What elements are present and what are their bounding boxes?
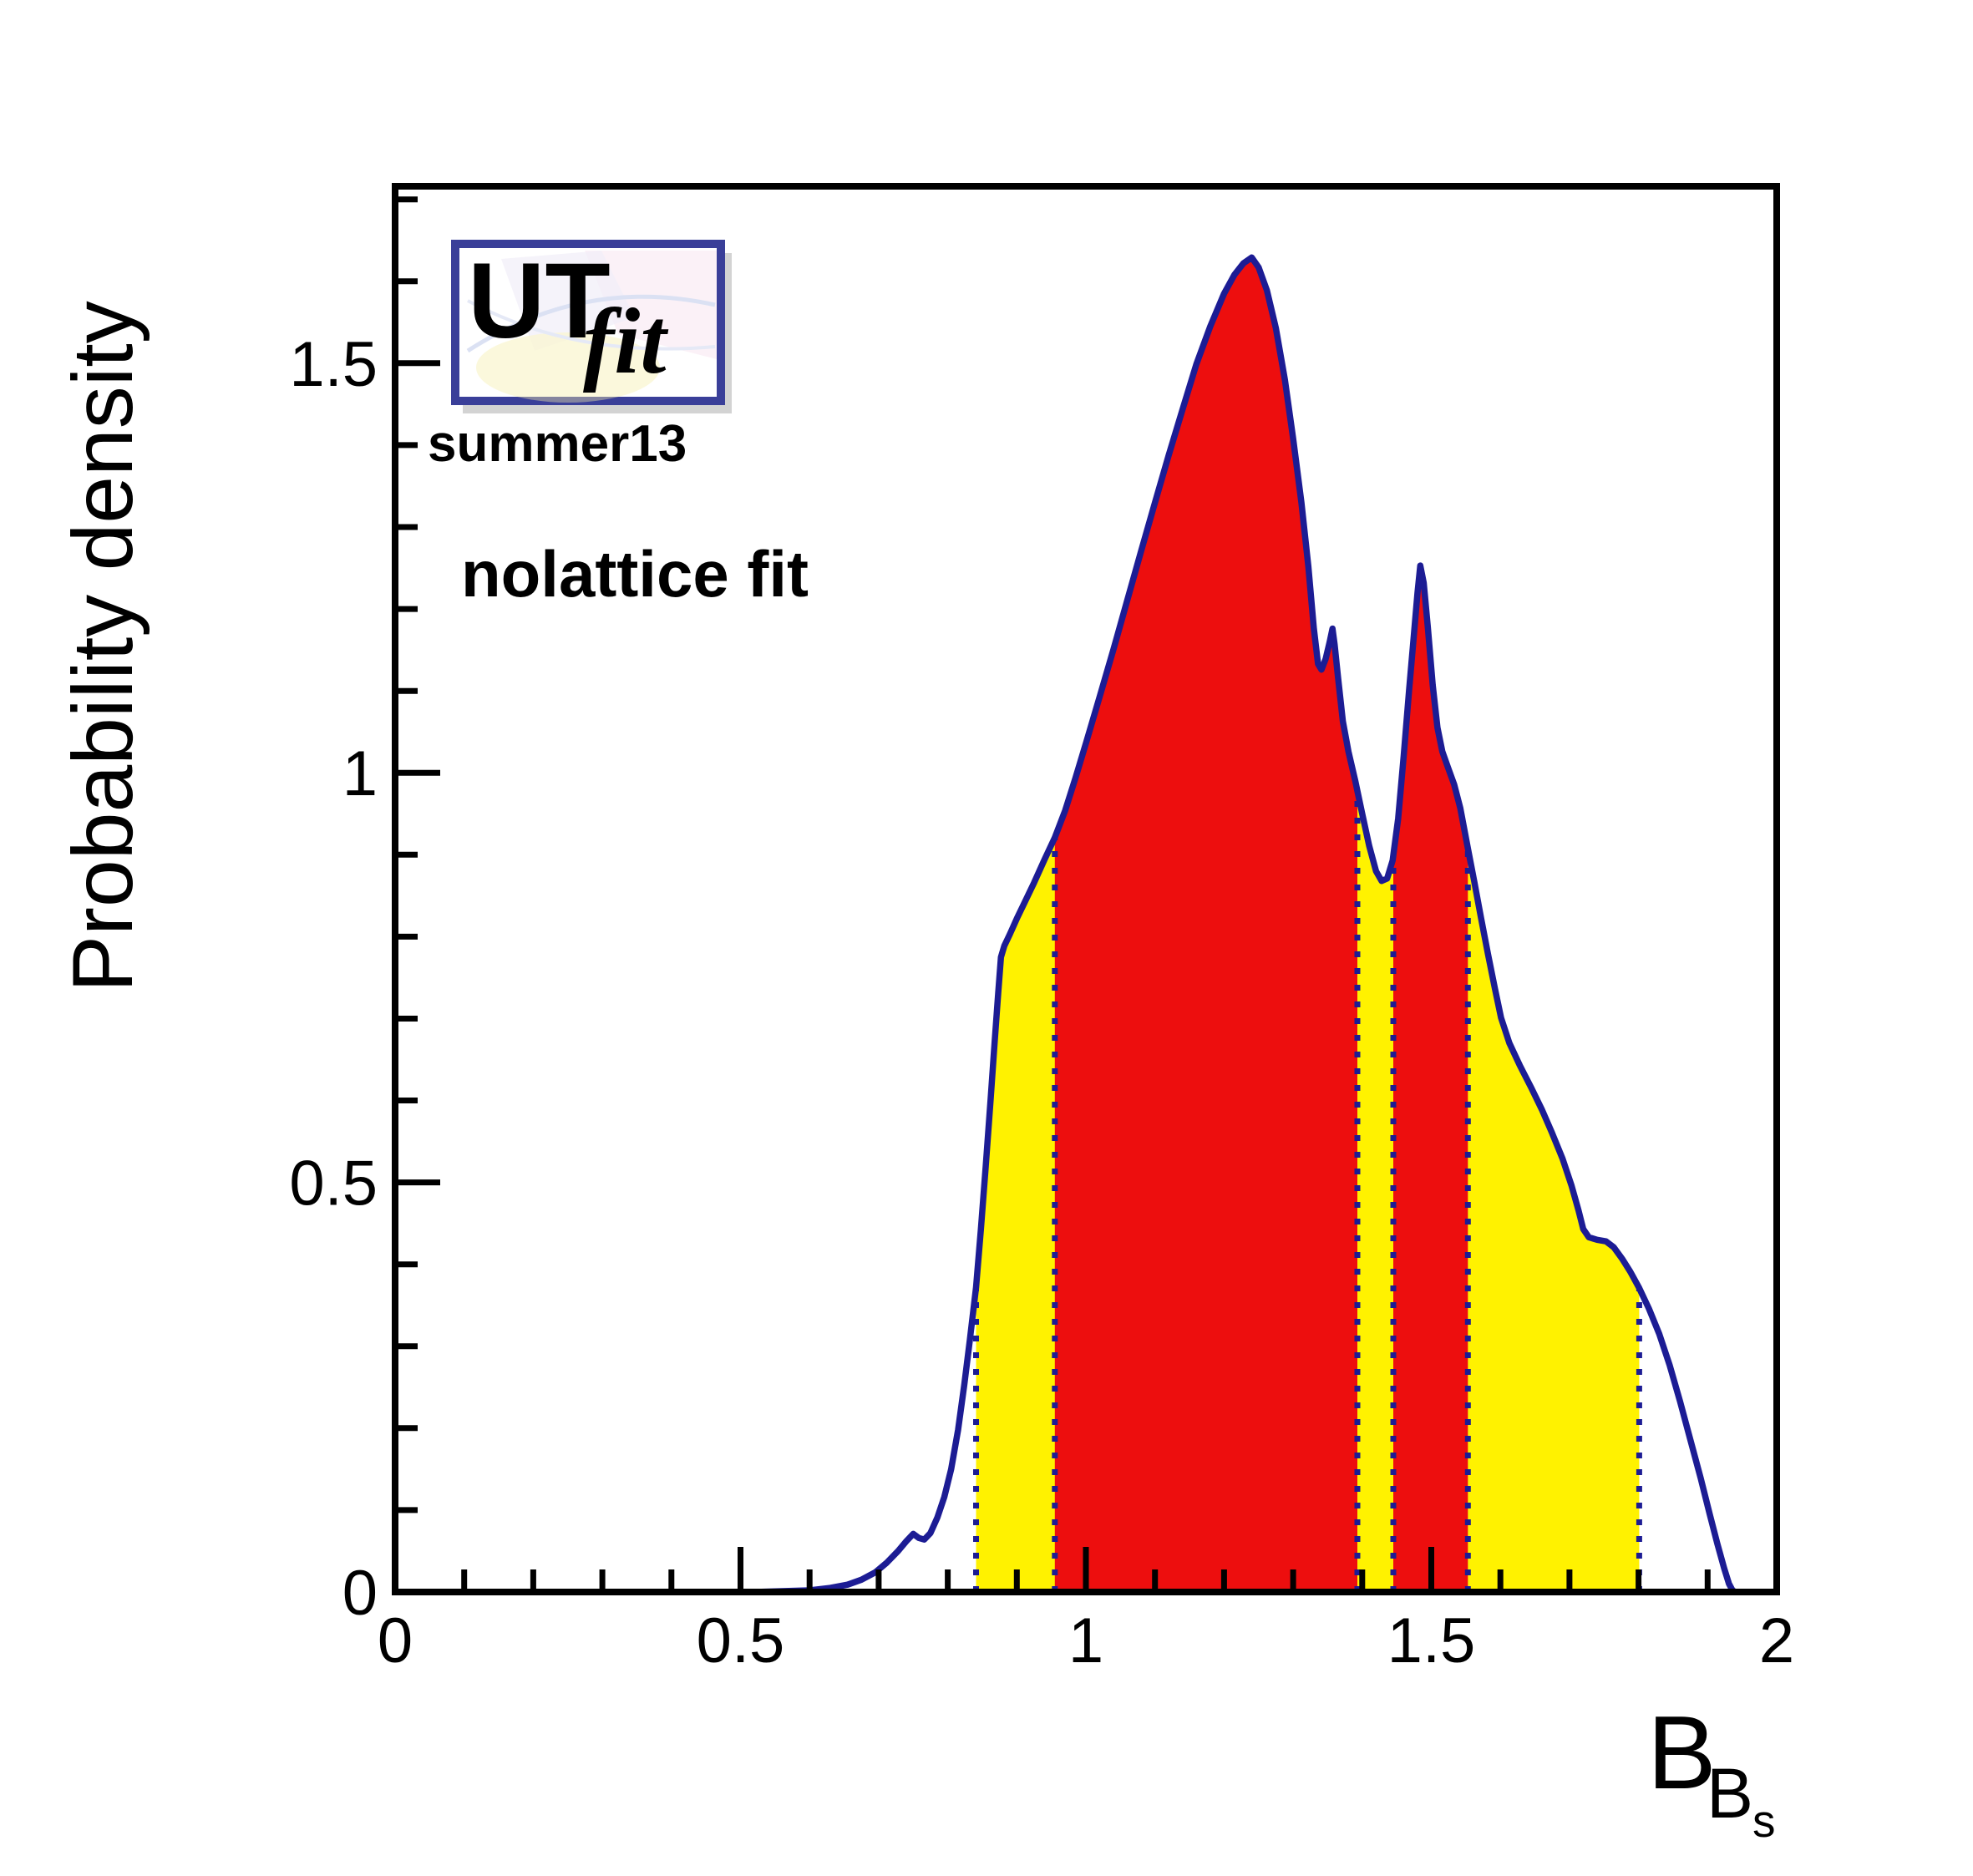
x-axis-title-main: B xyxy=(1647,1696,1717,1811)
y-axis-title: Probability density xyxy=(55,301,150,992)
axes-layer xyxy=(392,183,1780,1595)
density-curve xyxy=(751,254,1739,1595)
logo-watermark-pink xyxy=(585,251,717,359)
density-curve-layer xyxy=(751,254,1739,1595)
y-tick-label: 1.5 xyxy=(289,329,378,400)
fit-type-label: nolattice fit xyxy=(461,537,809,611)
interval-boundaries-layer xyxy=(973,790,1642,1592)
x-tick-label: 0 xyxy=(378,1605,413,1676)
x-tick-label: 2 xyxy=(1759,1605,1794,1676)
tick-labels-layer: 0 0.5 1 1.5 2 0 0.5 1 1.5 xyxy=(289,329,1794,1676)
logo-watermark-lavender xyxy=(501,251,635,351)
x-tick-label: 0.5 xyxy=(697,1605,785,1676)
confidence-regions-layer xyxy=(976,257,1640,1592)
y-tick-label: 0.5 xyxy=(289,1148,378,1219)
x-axis-title-sub: B xyxy=(1707,1754,1753,1833)
logo-watermark-arc2 xyxy=(467,299,716,351)
edition-label: summer13 xyxy=(428,415,687,473)
logo-watermark-arc1 xyxy=(466,294,716,353)
logo-text-ut: UT xyxy=(468,241,611,361)
logo-watermark-yellow xyxy=(476,332,660,403)
logo-text-fit: fit xyxy=(583,290,668,393)
logo-watermark xyxy=(466,251,717,403)
region-68pct xyxy=(1054,257,1357,1592)
x-tick-label: 1.5 xyxy=(1387,1605,1476,1676)
region-68pct xyxy=(1393,565,1468,1592)
utfit-logo: UT fit xyxy=(451,240,732,413)
x-axis-title: B B s xyxy=(1647,1696,1776,1847)
utfit-logo-box xyxy=(451,240,725,405)
y-tick-label: 0 xyxy=(342,1558,378,1629)
x-tick-label: 1 xyxy=(1068,1605,1103,1676)
y-tick-label: 1 xyxy=(342,738,378,809)
x-axis-title-subsub: s xyxy=(1752,1795,1776,1847)
